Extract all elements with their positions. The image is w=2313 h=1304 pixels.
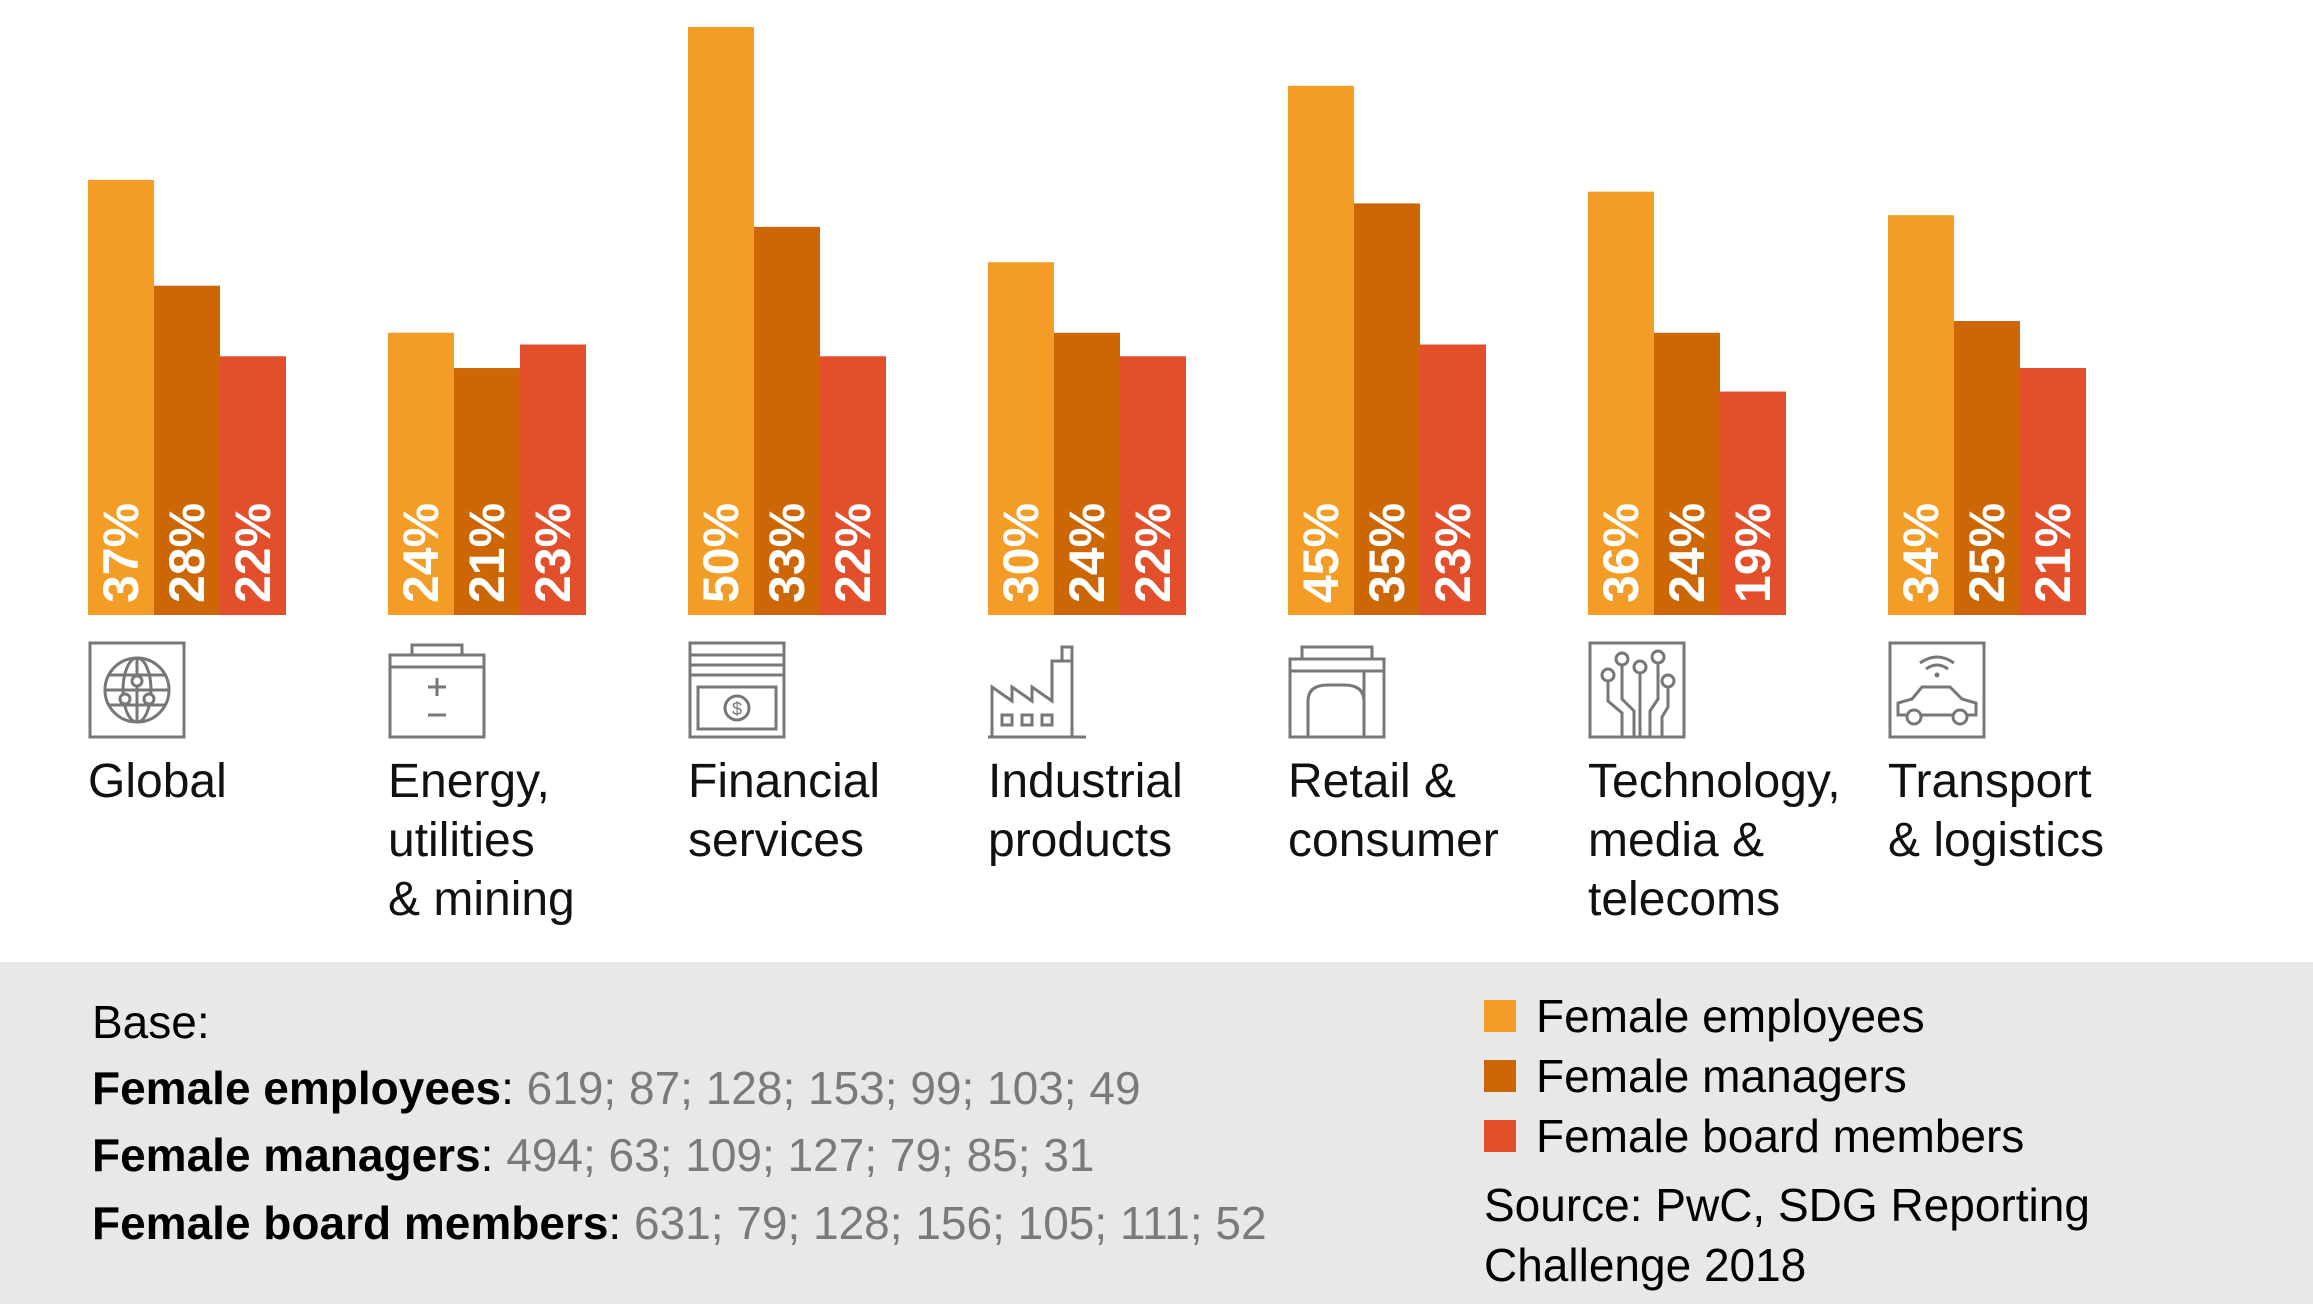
source-note: Source: PwC, SDG Reporting Challenge 201… [1484, 1179, 2090, 1291]
bar-employees-4 [988, 262, 1054, 615]
store-icon [1288, 641, 1386, 739]
legend-swatch [1484, 999, 1516, 1032]
bar-board-6 [1720, 391, 1786, 615]
bar-value-label: 36% [1593, 503, 1649, 603]
bar-value-label: 45% [1293, 503, 1349, 603]
legend-label: Female managers [1536, 1050, 1907, 1102]
base-row-values: 631; 79; 128; 156; 105; 111; 52 [633, 1197, 1267, 1249]
base-row-values: 494; 63; 109; 127; 79; 85; 31 [506, 1129, 1095, 1181]
bar-managers-4 [1054, 332, 1120, 615]
category-label: Global [88, 755, 227, 808]
bar-board-4 [1120, 356, 1186, 615]
bar-employees-5 [1288, 85, 1354, 616]
bar-value-label: 24% [1059, 503, 1115, 603]
bar-employees-1 [88, 179, 154, 615]
legend: Female employees Female managers Female … [1484, 992, 2024, 1172]
base-row-label: Female board members [92, 1197, 609, 1249]
circuit-icon [1588, 641, 1686, 739]
globe-icon [88, 641, 186, 739]
bar-board-5 [1420, 344, 1486, 615]
bar-board-3 [820, 356, 886, 615]
bar-managers-5 [1354, 203, 1420, 615]
bar-employees-6 [1588, 191, 1654, 615]
bar-value-label: 24% [1659, 503, 1715, 603]
bar-managers-6 [1654, 332, 1720, 615]
bar-value-label: 35% [1359, 503, 1415, 603]
base-row-employees: Female employees: 619; 87; 128; 153; 99;… [92, 1062, 1141, 1114]
category-label: Financial services [688, 755, 881, 867]
bar-value-label: 22% [225, 503, 281, 603]
bar-employees-2 [388, 332, 454, 615]
bar-managers-1 [154, 285, 220, 615]
bar-board-2 [520, 344, 586, 615]
bar-value-label: 22% [825, 503, 881, 603]
battery-icon [388, 641, 486, 739]
base-row-label: Female employees [92, 1062, 502, 1114]
connected-car-icon [1888, 641, 1986, 739]
bar-value-label: 30% [993, 503, 1049, 603]
bar-employees-3 [688, 27, 754, 615]
bar-value-label: 24% [393, 503, 449, 603]
bar-value-label: 33% [759, 503, 815, 603]
legend-item-employees: Female employees [1484, 992, 2024, 1052]
bar-value-label: 25% [1959, 503, 2015, 603]
bar-value-label: 21% [459, 503, 515, 603]
bar-value-label: 23% [525, 503, 581, 603]
base-title: Base: [92, 996, 210, 1048]
svg-text:$: $ [732, 699, 742, 719]
bar-board-1 [220, 356, 286, 615]
bar-managers-7 [1954, 321, 2020, 615]
category-label: Retail & consumer [1288, 755, 1499, 867]
legend-swatch [1484, 1119, 1516, 1152]
category-label: Technology, media & telecoms [1588, 755, 1841, 926]
bar-managers-2 [454, 368, 520, 615]
bar-board-7 [2020, 368, 2086, 615]
category-label: Industrial products [988, 755, 1183, 867]
bar-managers-3 [754, 226, 820, 616]
bar-value-label: 22% [1125, 503, 1181, 603]
banknote-icon: $ [688, 641, 786, 739]
bar-value-label: 19% [1725, 503, 1781, 603]
bar-value-label: 23% [1425, 503, 1481, 603]
legend-label: Female board members [1536, 1110, 2025, 1162]
legend-label: Female employees [1536, 990, 1925, 1042]
bar-value-label: 28% [159, 503, 215, 603]
bar-value-label: 34% [1893, 503, 1949, 603]
base-row-managers: Female managers: 494; 63; 109; 127; 79; … [92, 1129, 1095, 1181]
base-row-board: Female board members: 631; 79; 128; 156;… [92, 1197, 1267, 1249]
footer-panel [0, 962, 2313, 1304]
bar-value-label: 37% [93, 503, 149, 603]
category-label: Energy, utilities & mining [388, 755, 575, 926]
legend-item-board: Female board members [1484, 1112, 2024, 1172]
legend-swatch [1484, 1059, 1516, 1092]
bar-value-label: 50% [693, 503, 749, 603]
base-row-values: 619; 87; 128; 153; 99; 103; 49 [526, 1062, 1141, 1114]
factory-icon [988, 641, 1086, 739]
bar-value-label: 21% [2025, 503, 2081, 603]
base-row-label: Female managers [92, 1129, 481, 1181]
category-label: Transport & logistics [1888, 755, 2105, 867]
bar-employees-7 [1888, 215, 1954, 615]
bar-chart: 37% 28% 22% 24% 21% 23% 50% 33% 22% 30% 24% 22% 45% 3… [88, 27, 2086, 616]
legend-item-managers: Female managers [1484, 1052, 2024, 1112]
